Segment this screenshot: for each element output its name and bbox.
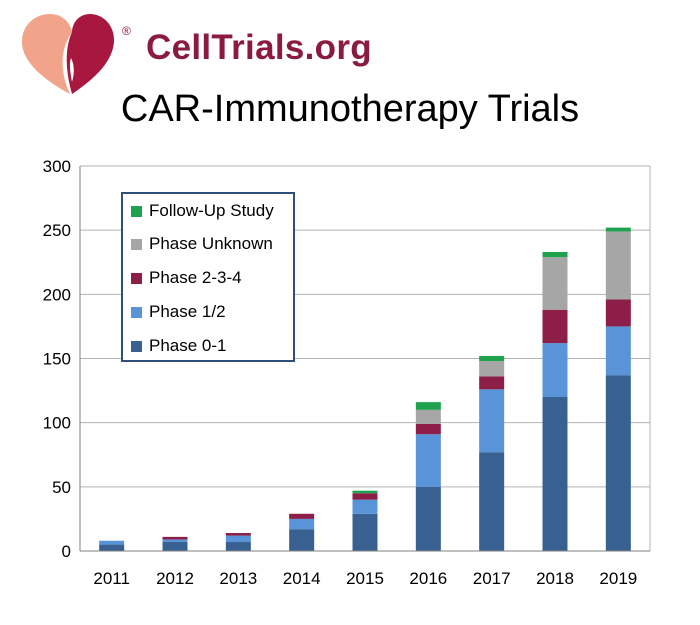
bar-segment [415, 423, 441, 435]
legend-swatch-phase12 [131, 306, 142, 318]
bar-segment [162, 539, 188, 543]
bar-segment [479, 376, 505, 390]
registered-mark: ® [122, 24, 131, 38]
legend-item: Phase 0-1 [131, 335, 227, 357]
bar-segment [542, 397, 568, 551]
bar-segment [605, 375, 631, 551]
bar-segment [605, 326, 631, 376]
bar-segment [162, 536, 188, 540]
bar-segment [479, 361, 505, 377]
bar-segment [289, 518, 315, 530]
legend-swatch-followup [131, 205, 142, 217]
legend-swatch-phase234 [131, 272, 142, 284]
bar-segment [225, 542, 251, 551]
bar-segment [605, 227, 631, 232]
y-tick-label: 50 [52, 478, 71, 497]
x-tick-label: 2015 [346, 569, 384, 588]
y-tick-label: 200 [43, 285, 71, 304]
x-tick-label: 2018 [536, 569, 574, 588]
y-tick-label: 250 [43, 221, 71, 240]
bar-segment [289, 529, 315, 551]
bar-segment [352, 513, 378, 551]
bar-segment [289, 513, 315, 519]
y-tick-label: 100 [43, 414, 71, 433]
bar-segment [99, 540, 125, 545]
bar-segment [162, 542, 188, 551]
legend-label: Phase 0-1 [149, 336, 227, 355]
legend-item: Phase 2-3-4 [131, 267, 242, 289]
y-tick-label: 0 [62, 542, 71, 561]
logo-right-drop [66, 14, 114, 94]
legend-swatch-unknown [131, 238, 142, 250]
legend-label: Phase 1/2 [149, 302, 226, 321]
legend-swatch-phase01 [131, 340, 142, 352]
axes [79, 166, 651, 552]
bar-segment [352, 499, 378, 514]
legend-item: Follow-Up Study [131, 200, 274, 222]
legend-label: Phase Unknown [149, 234, 273, 253]
bar-segment [542, 309, 568, 344]
x-tick-label: 2014 [283, 569, 321, 588]
bar-segment [415, 486, 441, 551]
legend-label: Phase 2-3-4 [149, 268, 242, 287]
bars [99, 227, 631, 551]
bar-segment [479, 452, 505, 551]
bar-segment [542, 257, 568, 310]
celltrials-logo [22, 14, 114, 94]
logo-left-drop [22, 14, 72, 94]
x-tick-label: 2013 [219, 569, 257, 588]
legend-item: Phase 1/2 [131, 301, 226, 323]
bar-segment [415, 409, 441, 424]
bar-segment [605, 299, 631, 327]
bar-segment [352, 493, 378, 500]
bar-segment [415, 434, 441, 487]
bar-segment [225, 535, 251, 543]
brand-name: CellTrials.org [146, 28, 372, 67]
bar-segment [225, 533, 251, 536]
bar-segment [542, 343, 568, 397]
x-tick-label: 2011 [93, 569, 130, 588]
y-tick-label: 300 [43, 157, 71, 176]
chart-title: CAR-Immunotherapy Trials [120, 88, 580, 130]
y-tick-label: 150 [43, 350, 71, 369]
x-tick-label: 2019 [599, 569, 637, 588]
bar-segment [99, 544, 125, 551]
bar-segment [415, 402, 441, 410]
bar-segment [605, 231, 631, 300]
x-tick-label: 2017 [473, 569, 511, 588]
x-tick-label: 2016 [409, 569, 447, 588]
legend-item: Phase Unknown [131, 233, 273, 255]
tick-labels: 0 50 100 150 200 250 300 2011 2012 2013 2014 2015 20… [43, 157, 638, 588]
bar-segment [479, 389, 505, 453]
bar-segment [352, 490, 378, 494]
bar-segment [542, 251, 568, 258]
legend-label: Follow-Up Study [149, 201, 274, 220]
x-tick-label: 2012 [156, 569, 194, 588]
bar-segment [479, 355, 505, 362]
chart-legend: Follow-Up Study Phase Unknown Phase 2-3-… [121, 192, 295, 362]
